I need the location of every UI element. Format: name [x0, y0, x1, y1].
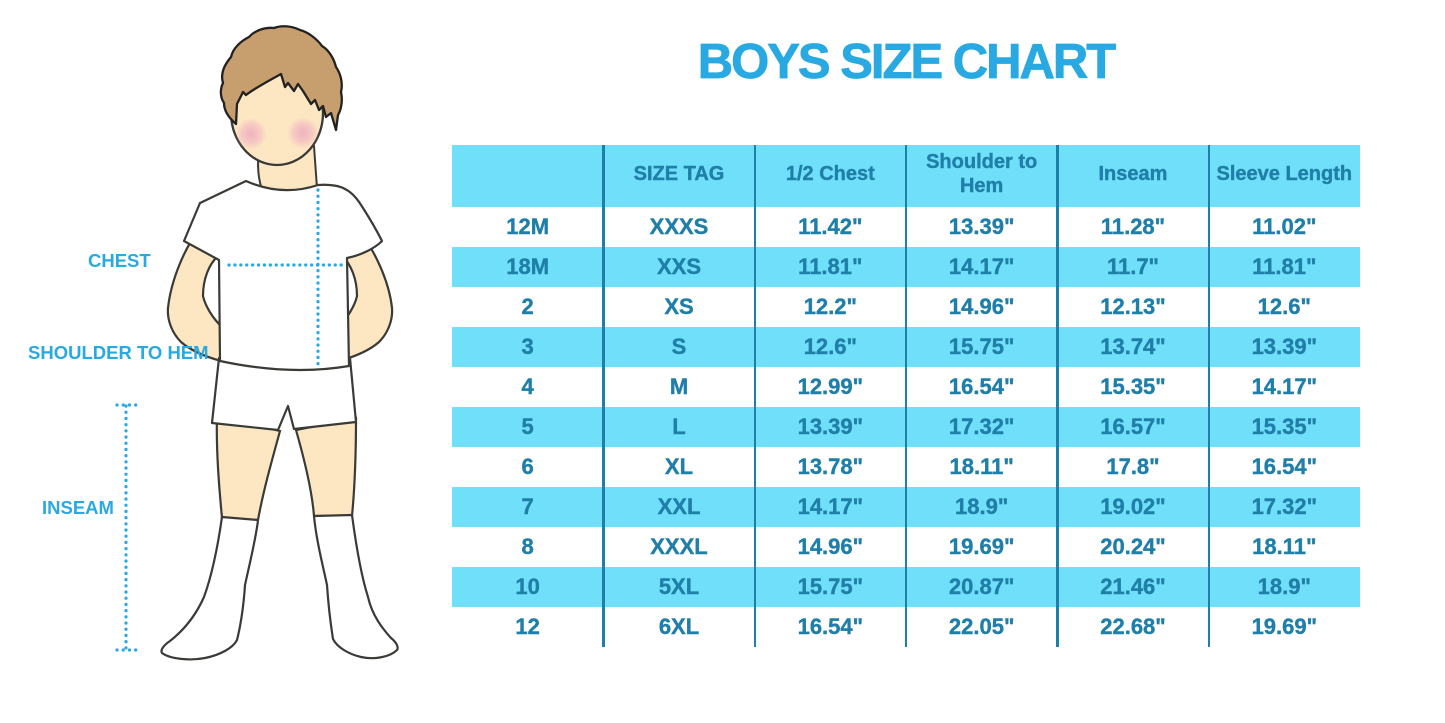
svg-text:INSEAM: INSEAM	[42, 497, 114, 518]
svg-text:SHOULDER TO HEM: SHOULDER TO HEM	[28, 342, 209, 363]
svg-text:CHEST: CHEST	[88, 250, 151, 271]
